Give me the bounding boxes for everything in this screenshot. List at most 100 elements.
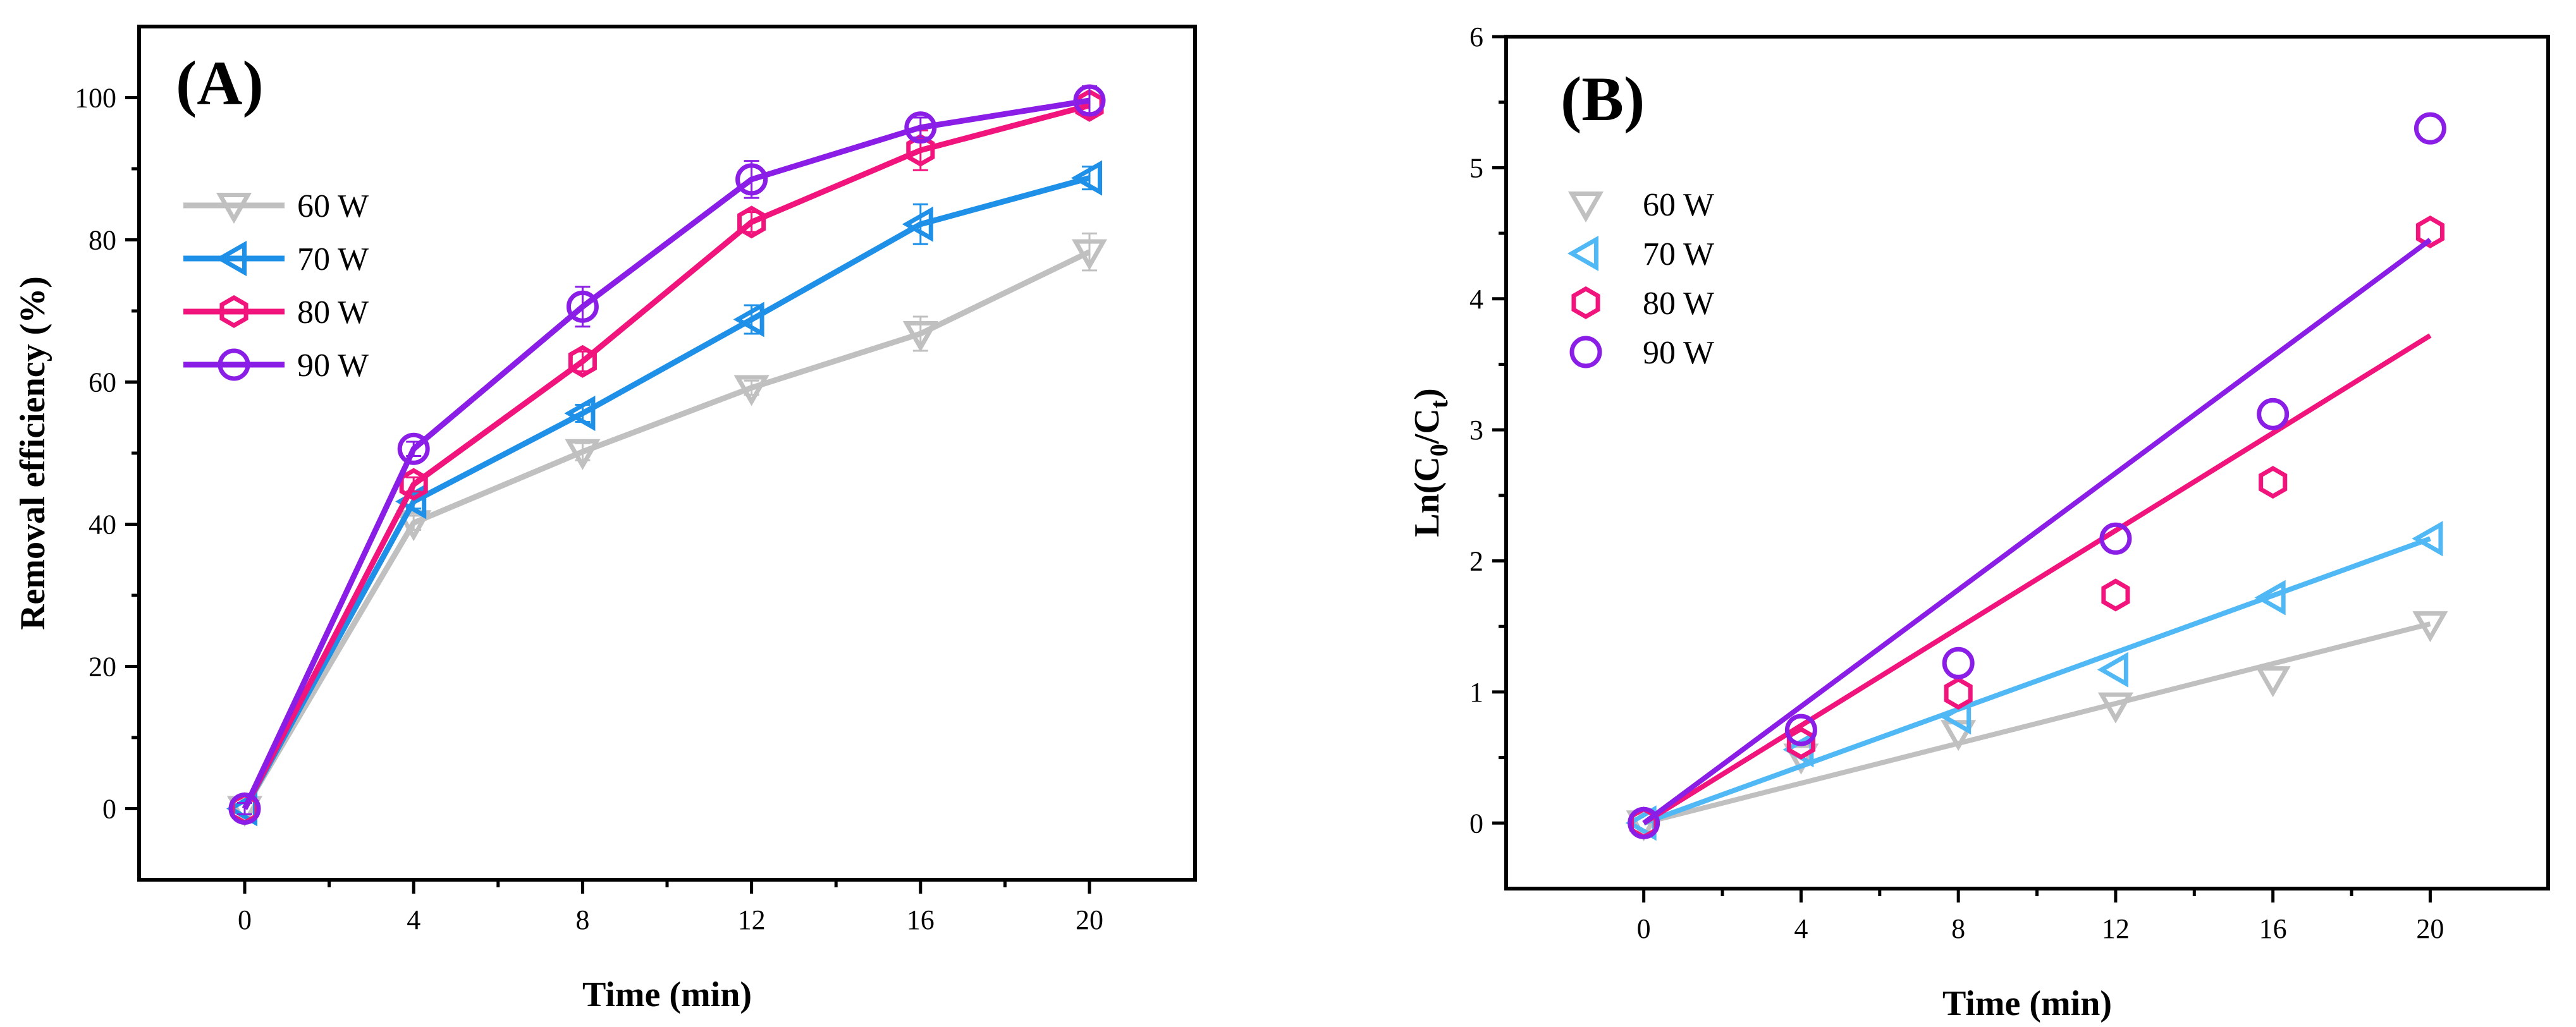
- legend-marker: [1567, 191, 1604, 223]
- data-point: [568, 344, 597, 378]
- legend-item: 70 W: [1567, 235, 1714, 272]
- data-point: [1941, 720, 1977, 751]
- data-point: [902, 206, 933, 242]
- series-60w: [1626, 611, 2448, 842]
- legend-marker: [216, 193, 252, 224]
- panel-label: (B): [1561, 64, 1645, 134]
- y-tick-label: 4: [1469, 284, 1483, 315]
- data-point: [733, 375, 770, 406]
- y-tick-label: 3: [1469, 415, 1483, 446]
- legend-item: 70 W: [183, 240, 369, 277]
- plot-frame: [137, 25, 1197, 882]
- x-tick-label: 16: [2259, 913, 2287, 944]
- data-point: [564, 395, 596, 432]
- y-tick-label: 80: [89, 225, 116, 256]
- data-point: [2413, 112, 2446, 145]
- x-tick-label: 20: [1076, 904, 1103, 935]
- y-tick-label: 5: [1469, 152, 1483, 183]
- y-tick-label: 1: [1469, 677, 1483, 708]
- legend-marker: [218, 348, 250, 381]
- series-line: [242, 175, 1091, 810]
- y-axis-title-part: /C: [1408, 408, 1447, 444]
- series-line: [242, 249, 1091, 810]
- legend: 60 W 70 W 80 W 90 W: [1567, 187, 1714, 371]
- legend-marker: [1567, 235, 1598, 272]
- y-axis-title: Ln(C0/Ct): [1408, 388, 1453, 537]
- legend-label: 70 W: [297, 241, 369, 277]
- data-point: [735, 163, 768, 196]
- legend-marker: [215, 240, 247, 277]
- legend-label: 70 W: [1643, 236, 1714, 272]
- legend-item: 60 W: [183, 188, 369, 224]
- legend-label: 90 W: [1643, 335, 1714, 371]
- legend-item: 90 W: [183, 348, 369, 384]
- fit-line: [1642, 238, 2432, 825]
- x-tick-label: 12: [738, 904, 766, 935]
- y-tick-label: 40: [89, 509, 116, 540]
- data-point: [2415, 215, 2444, 249]
- y-tick-label: 100: [75, 83, 116, 114]
- data-point: [566, 290, 599, 323]
- y-axis-title-subscript: 0: [1425, 444, 1453, 456]
- y-axis-title-part: ): [1408, 388, 1447, 400]
- y-axis-title: Removal efficiency (%): [13, 276, 52, 630]
- data-point: [2257, 398, 2290, 430]
- legend-label: 60 W: [297, 188, 369, 224]
- x-tick-label: 4: [407, 904, 420, 935]
- data-point: [1071, 239, 1108, 270]
- data-point: [1942, 647, 1975, 679]
- legend-item: 80 W: [183, 295, 369, 331]
- data-point: [1944, 676, 1973, 710]
- data-point: [228, 793, 261, 825]
- data-point: [395, 483, 427, 520]
- legend-marker: [219, 295, 248, 329]
- data-point: [2097, 652, 2128, 688]
- x-tick-label: 12: [2102, 913, 2130, 944]
- data-point: [737, 205, 766, 239]
- x-axis-title: Time (min): [582, 975, 752, 1014]
- series-line: [242, 97, 1090, 810]
- data-point: [2097, 692, 2133, 724]
- fit-line: [1643, 536, 2431, 826]
- data-point: [565, 439, 601, 470]
- x-tick-label: 16: [907, 904, 935, 935]
- panel-label: (A): [176, 48, 264, 118]
- x-tick-label: 8: [575, 904, 589, 935]
- y-tick-label: 0: [1469, 808, 1483, 839]
- series-90w: [1628, 112, 2446, 839]
- y-tick-label: 60: [89, 367, 116, 398]
- x-tick-label: 4: [1794, 913, 1808, 944]
- y-tick-label: 20: [89, 652, 116, 683]
- y-tick-label: 2: [1469, 546, 1483, 577]
- data-point: [733, 301, 764, 337]
- legend-marker: [1571, 286, 1600, 320]
- legend-marker: [1569, 336, 1602, 368]
- legend-label: 60 W: [1643, 187, 1714, 223]
- data-point: [397, 432, 430, 465]
- data-point: [904, 111, 937, 144]
- y-tick-label: 0: [102, 794, 116, 825]
- series-line: [242, 102, 1091, 810]
- data-point: [1628, 806, 1660, 839]
- x-tick-label: 20: [2416, 913, 2444, 944]
- legend-label: 80 W: [1643, 286, 1714, 322]
- legend-item: 90 W: [1569, 335, 1714, 371]
- y-tick-label: 6: [1469, 21, 1483, 52]
- data-point: [1940, 699, 1972, 735]
- data-point: [2259, 466, 2288, 499]
- x-tick-label: 0: [1637, 913, 1651, 944]
- y-axis-title-part: Ln(C: [1408, 456, 1447, 537]
- fit-line: [1643, 621, 2431, 826]
- series-90w: [228, 84, 1106, 825]
- legend-label: 80 W: [297, 295, 369, 331]
- data-point: [902, 321, 938, 353]
- data-point: [1784, 714, 1817, 746]
- data-point: [1073, 84, 1106, 117]
- data-point: [2254, 580, 2286, 616]
- legend-item: 60 W: [1567, 187, 1714, 223]
- data-point: [396, 510, 432, 542]
- data-point: [2101, 578, 2130, 612]
- x-tick-label: 8: [1951, 913, 1965, 944]
